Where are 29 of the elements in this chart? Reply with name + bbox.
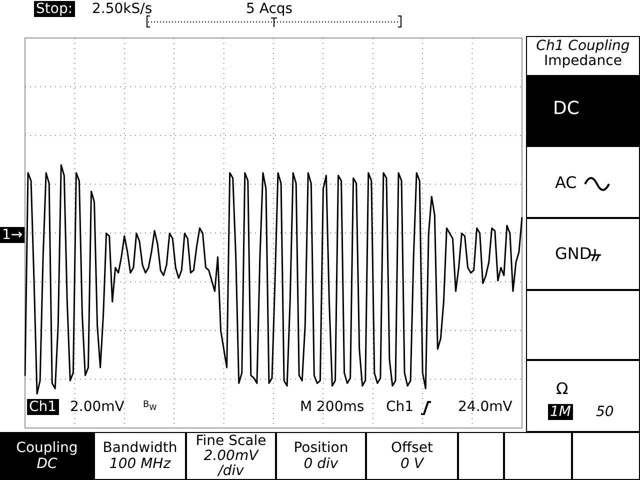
text: Position bbox=[292, 440, 350, 456]
text: Stop: bbox=[34, 1, 75, 17]
annotation: 2.00mV bbox=[70, 399, 124, 415]
text: AC bbox=[555, 173, 577, 192]
text: 50 bbox=[596, 404, 614, 420]
text: DC bbox=[553, 98, 580, 119]
text: DC bbox=[36, 456, 58, 472]
text: 1M bbox=[548, 404, 573, 420]
text: 2.50kS/s bbox=[92, 1, 152, 17]
annotation: B$_{W}$ bbox=[143, 399, 157, 414]
text: Ω bbox=[556, 379, 568, 398]
text: 2.00mV bbox=[202, 448, 260, 464]
text: Offset bbox=[390, 440, 434, 456]
text: 5 Acqs bbox=[246, 1, 293, 17]
annotation: Ch1 bbox=[27, 399, 59, 415]
text: Fine Scale bbox=[194, 433, 268, 449]
text: 100 MHz bbox=[108, 456, 172, 472]
text: Impedance bbox=[543, 53, 623, 69]
annotation: M 200ms bbox=[300, 399, 364, 415]
text: Ch1 Coupling bbox=[535, 38, 631, 54]
annotation: 24.0mV bbox=[458, 399, 512, 415]
text: /div bbox=[216, 463, 245, 479]
annotation: Ch1 bbox=[386, 399, 414, 415]
text: 0 div bbox=[302, 456, 340, 472]
text: 0 V bbox=[400, 456, 426, 472]
text: GND bbox=[555, 244, 592, 263]
text: Coupling bbox=[15, 440, 79, 456]
text: Bandwidth bbox=[102, 440, 178, 456]
text: 1→ bbox=[0, 227, 25, 243]
